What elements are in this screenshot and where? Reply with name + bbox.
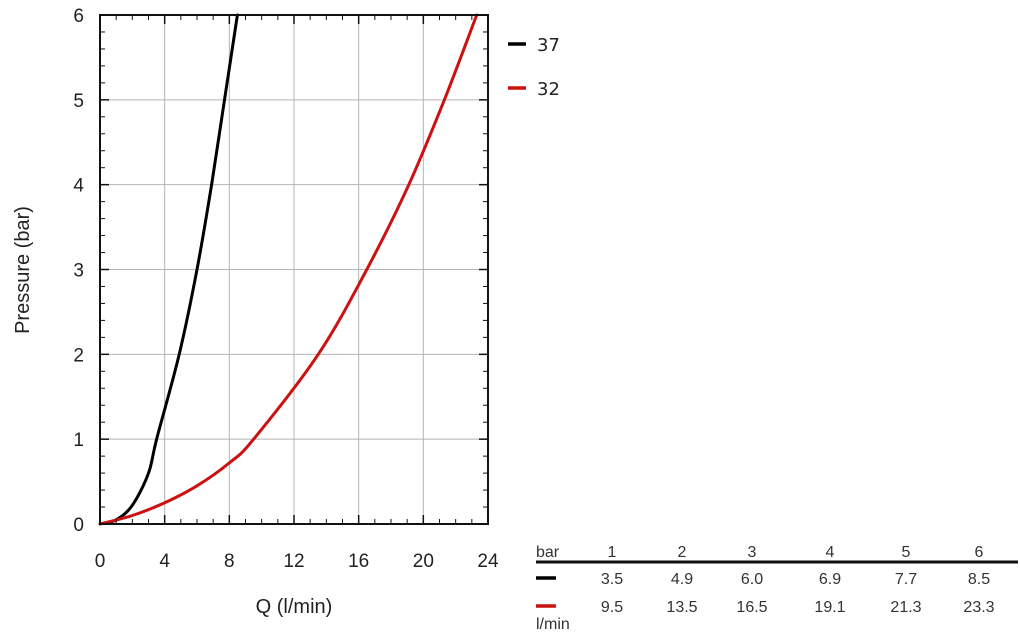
table-cell: 16.5 [736, 599, 767, 616]
legend: 37 32 [508, 35, 560, 100]
y-tick-label: 1 [73, 430, 84, 451]
y-tick-label: 0 [73, 515, 84, 536]
x-tick-label: 12 [283, 551, 304, 572]
data-table: bar 1 2 3 4 5 6 3.5 4.9 6.0 6.9 7.7 8.5 9.5 13.5 16.5 19… [536, 544, 1018, 633]
table-pressure-header: 3 [748, 544, 757, 561]
table-cell: 19.1 [814, 599, 845, 616]
x-tick-label: 24 [477, 551, 499, 572]
x-tick-label: 4 [159, 551, 170, 572]
table-cell: 4.9 [671, 571, 693, 588]
y-tick-label: 5 [73, 91, 84, 112]
x-axis-title: Q (l/min) [256, 596, 333, 618]
y-axis-title: Pressure (bar) [12, 206, 34, 334]
table-cell: 3.5 [601, 571, 623, 588]
table-pressure-header: 1 [608, 544, 617, 561]
y-tick-label: 4 [73, 176, 84, 197]
y-tick-label: 6 [73, 6, 84, 27]
table-cell: 7.7 [895, 571, 917, 588]
series-line-32 [98, 13, 479, 526]
x-tick-label: 20 [413, 551, 434, 572]
legend-label: 32 [537, 79, 560, 100]
table-unit-label: l/min [536, 616, 570, 633]
y-tick-label: 2 [73, 345, 84, 366]
axis-ticks [99, 14, 489, 525]
table-cell: 9.5 [601, 599, 623, 616]
series-curves [98, 13, 479, 526]
table-cell: 8.5 [968, 571, 990, 588]
y-tick-label: 3 [73, 261, 84, 282]
legend-label: 37 [537, 35, 560, 56]
table-cell: 6.0 [741, 571, 763, 588]
table-cell: 23.3 [963, 599, 994, 616]
table-cell: 6.9 [819, 571, 841, 588]
table-header-label: bar [536, 544, 560, 561]
x-tick-label: 0 [95, 551, 106, 572]
series-line-37 [98, 13, 239, 526]
x-tick-label: 8 [224, 551, 235, 572]
table-cell: 13.5 [666, 599, 697, 616]
grid-lines [99, 14, 489, 525]
table-cell: 21.3 [890, 599, 921, 616]
table-pressure-header: 2 [678, 544, 687, 561]
x-tick-label: 16 [348, 551, 369, 572]
table-pressure-header: 5 [902, 544, 911, 561]
table-pressure-header: 6 [975, 544, 984, 561]
table-pressure-header: 4 [826, 544, 835, 561]
